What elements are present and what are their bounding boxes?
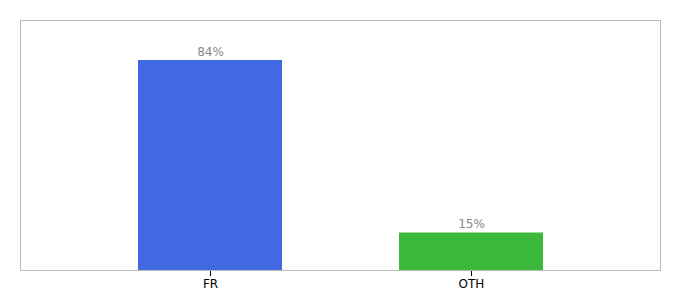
- svg-text:15%: 15%: [458, 217, 485, 231]
- svg-text:FR: FR: [203, 277, 218, 291]
- svg-text:84%: 84%: [197, 45, 224, 59]
- svg-text:OTH: OTH: [459, 277, 485, 291]
